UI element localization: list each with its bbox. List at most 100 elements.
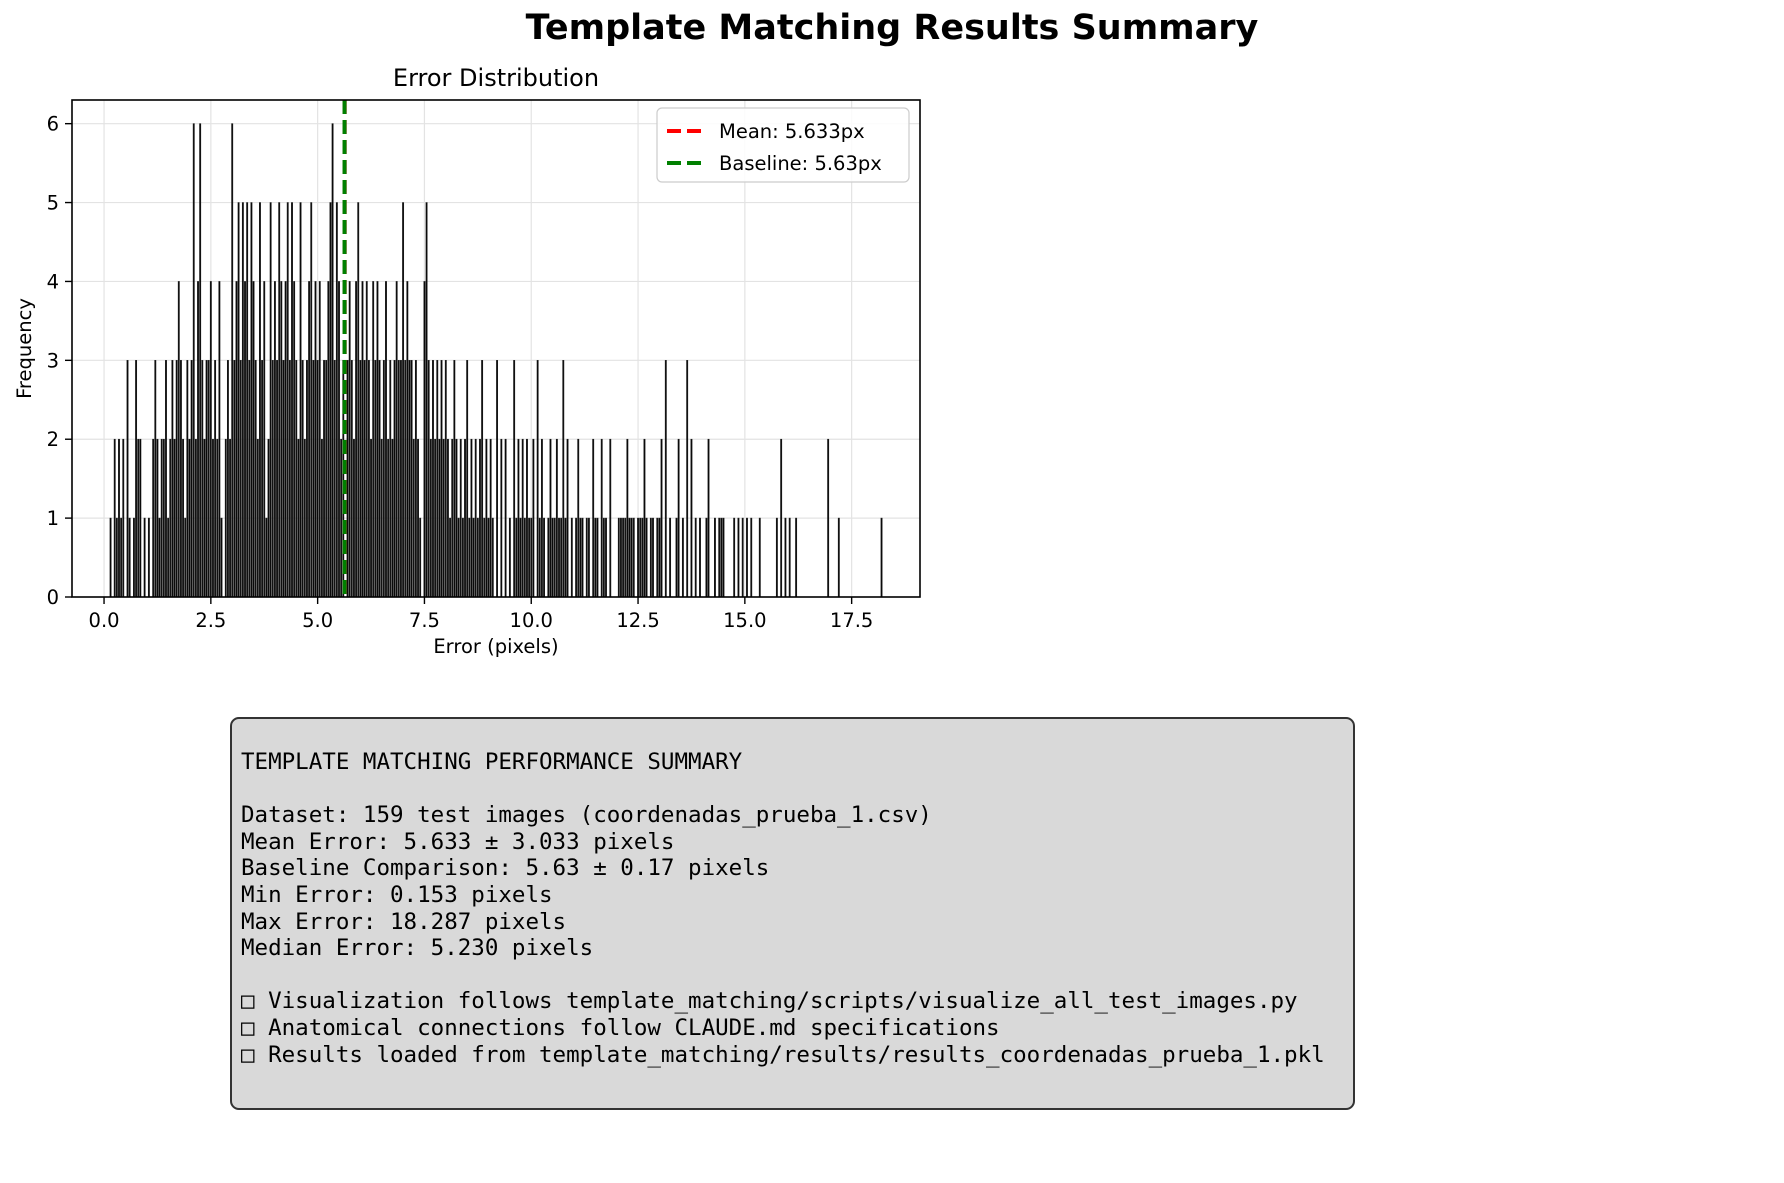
histogram-bar [321, 439, 322, 597]
histogram-bar [204, 439, 205, 597]
histogram-bar [221, 518, 222, 597]
histogram-bar [539, 518, 540, 597]
histogram-bar [496, 360, 497, 597]
histogram-bar [554, 518, 555, 597]
histogram-bar [373, 281, 374, 597]
summary-line: Baseline Comparison: 5.63 ± 0.17 pixels [241, 855, 1325, 882]
histogram-bar [253, 281, 254, 597]
histogram-bar [174, 439, 175, 597]
summary-line: Min Error: 0.153 pixels [241, 882, 1325, 909]
histogram-bar [264, 281, 265, 597]
histogram-bar [449, 518, 450, 597]
legend-label: Mean: 5.633px [719, 120, 865, 143]
histogram-bar [620, 518, 621, 597]
histogram-bar [411, 360, 412, 597]
histogram-bar [637, 518, 638, 597]
histogram-bar [721, 518, 722, 597]
histogram-bar [163, 439, 164, 597]
histogram-bar [742, 518, 743, 597]
histogram-bar [415, 360, 416, 597]
histogram-bar [464, 439, 465, 597]
histogram-bar [475, 439, 476, 597]
histogram-bar [234, 360, 235, 597]
histogram-bar [202, 360, 203, 597]
y-tick-label: 1 [47, 507, 59, 530]
histogram-bar [129, 518, 130, 597]
histogram-bar [289, 360, 290, 597]
histogram-bar [413, 439, 414, 597]
x-tick-label: 17.5 [830, 609, 873, 632]
histogram-bar [567, 439, 568, 597]
histogram-bar [571, 518, 572, 597]
histogram-bar [605, 518, 606, 597]
y-axis-label: Frequency [13, 298, 36, 399]
histogram-bar [518, 439, 519, 597]
histogram-bar [458, 518, 459, 597]
x-tick-label: 7.5 [409, 609, 440, 632]
histogram-bar [578, 439, 579, 597]
histogram-bar [396, 281, 397, 597]
histogram-bar [185, 518, 186, 597]
histogram-bar [249, 360, 250, 597]
histogram-bar [738, 518, 739, 597]
histogram-bar [161, 439, 162, 597]
x-tick-label: 5.0 [302, 609, 333, 632]
histogram-bar [751, 518, 752, 597]
histogram-bar [178, 281, 179, 597]
histogram-bar [537, 360, 538, 597]
histogram-bar [347, 360, 348, 597]
histogram-bar [543, 518, 544, 597]
histogram-bar [759, 518, 760, 597]
summary-text: TEMPLATE MATCHING PERFORMANCE SUMMARY Dat… [241, 749, 1325, 1068]
histogram-bar [447, 439, 448, 597]
histogram-bar [627, 439, 628, 597]
histogram-bar [417, 439, 418, 597]
histogram-bar [481, 360, 482, 597]
histogram-bar [272, 360, 273, 597]
x-tick-label: 2.5 [195, 609, 226, 632]
summary-line: Median Error: 5.230 pixels [241, 935, 1325, 962]
y-axis-ticks: 0123456 [47, 113, 72, 609]
histogram-bar [776, 518, 777, 597]
x-axis-label: Error (pixels) [433, 635, 558, 658]
histogram-bar [618, 518, 619, 597]
histogram-bar [541, 439, 542, 597]
histogram-bar [210, 281, 211, 597]
histogram-bar [187, 360, 188, 597]
histogram-bar [789, 518, 790, 597]
histogram-bar [159, 518, 160, 597]
histogram-bar [550, 439, 551, 597]
histogram-bar [460, 439, 461, 597]
histogram-bar [193, 124, 194, 597]
histogram-bar [484, 518, 485, 597]
histogram-bar [405, 360, 406, 597]
histogram-bar [392, 439, 393, 597]
histogram-bar [317, 360, 318, 597]
histogram-bar [473, 518, 474, 597]
histogram-bar [428, 360, 429, 597]
histogram-bar [426, 203, 427, 597]
histogram-bar [575, 518, 576, 597]
histogram-bar [746, 518, 747, 597]
histogram-bar [180, 360, 181, 597]
histogram-bar [379, 360, 380, 597]
histogram-bar [657, 518, 658, 597]
histogram-bar [548, 518, 549, 597]
histogram-bar [255, 360, 256, 597]
histogram-bar [650, 518, 651, 597]
histogram-bar [669, 518, 670, 597]
histogram-bar [642, 518, 643, 597]
histogram-bar [315, 281, 316, 597]
histogram-bar [601, 439, 602, 597]
histogram-bar [182, 439, 183, 597]
histogram-bar [157, 439, 158, 597]
histogram-bar [678, 439, 679, 597]
histogram-bar [244, 281, 245, 597]
histogram-bar [528, 518, 529, 597]
histogram-bar [370, 439, 371, 597]
histogram-bar [644, 439, 645, 597]
histogram-bar [338, 281, 339, 597]
histogram-bar [219, 281, 220, 597]
histogram-bar [631, 518, 632, 597]
histogram-bar [336, 203, 337, 597]
